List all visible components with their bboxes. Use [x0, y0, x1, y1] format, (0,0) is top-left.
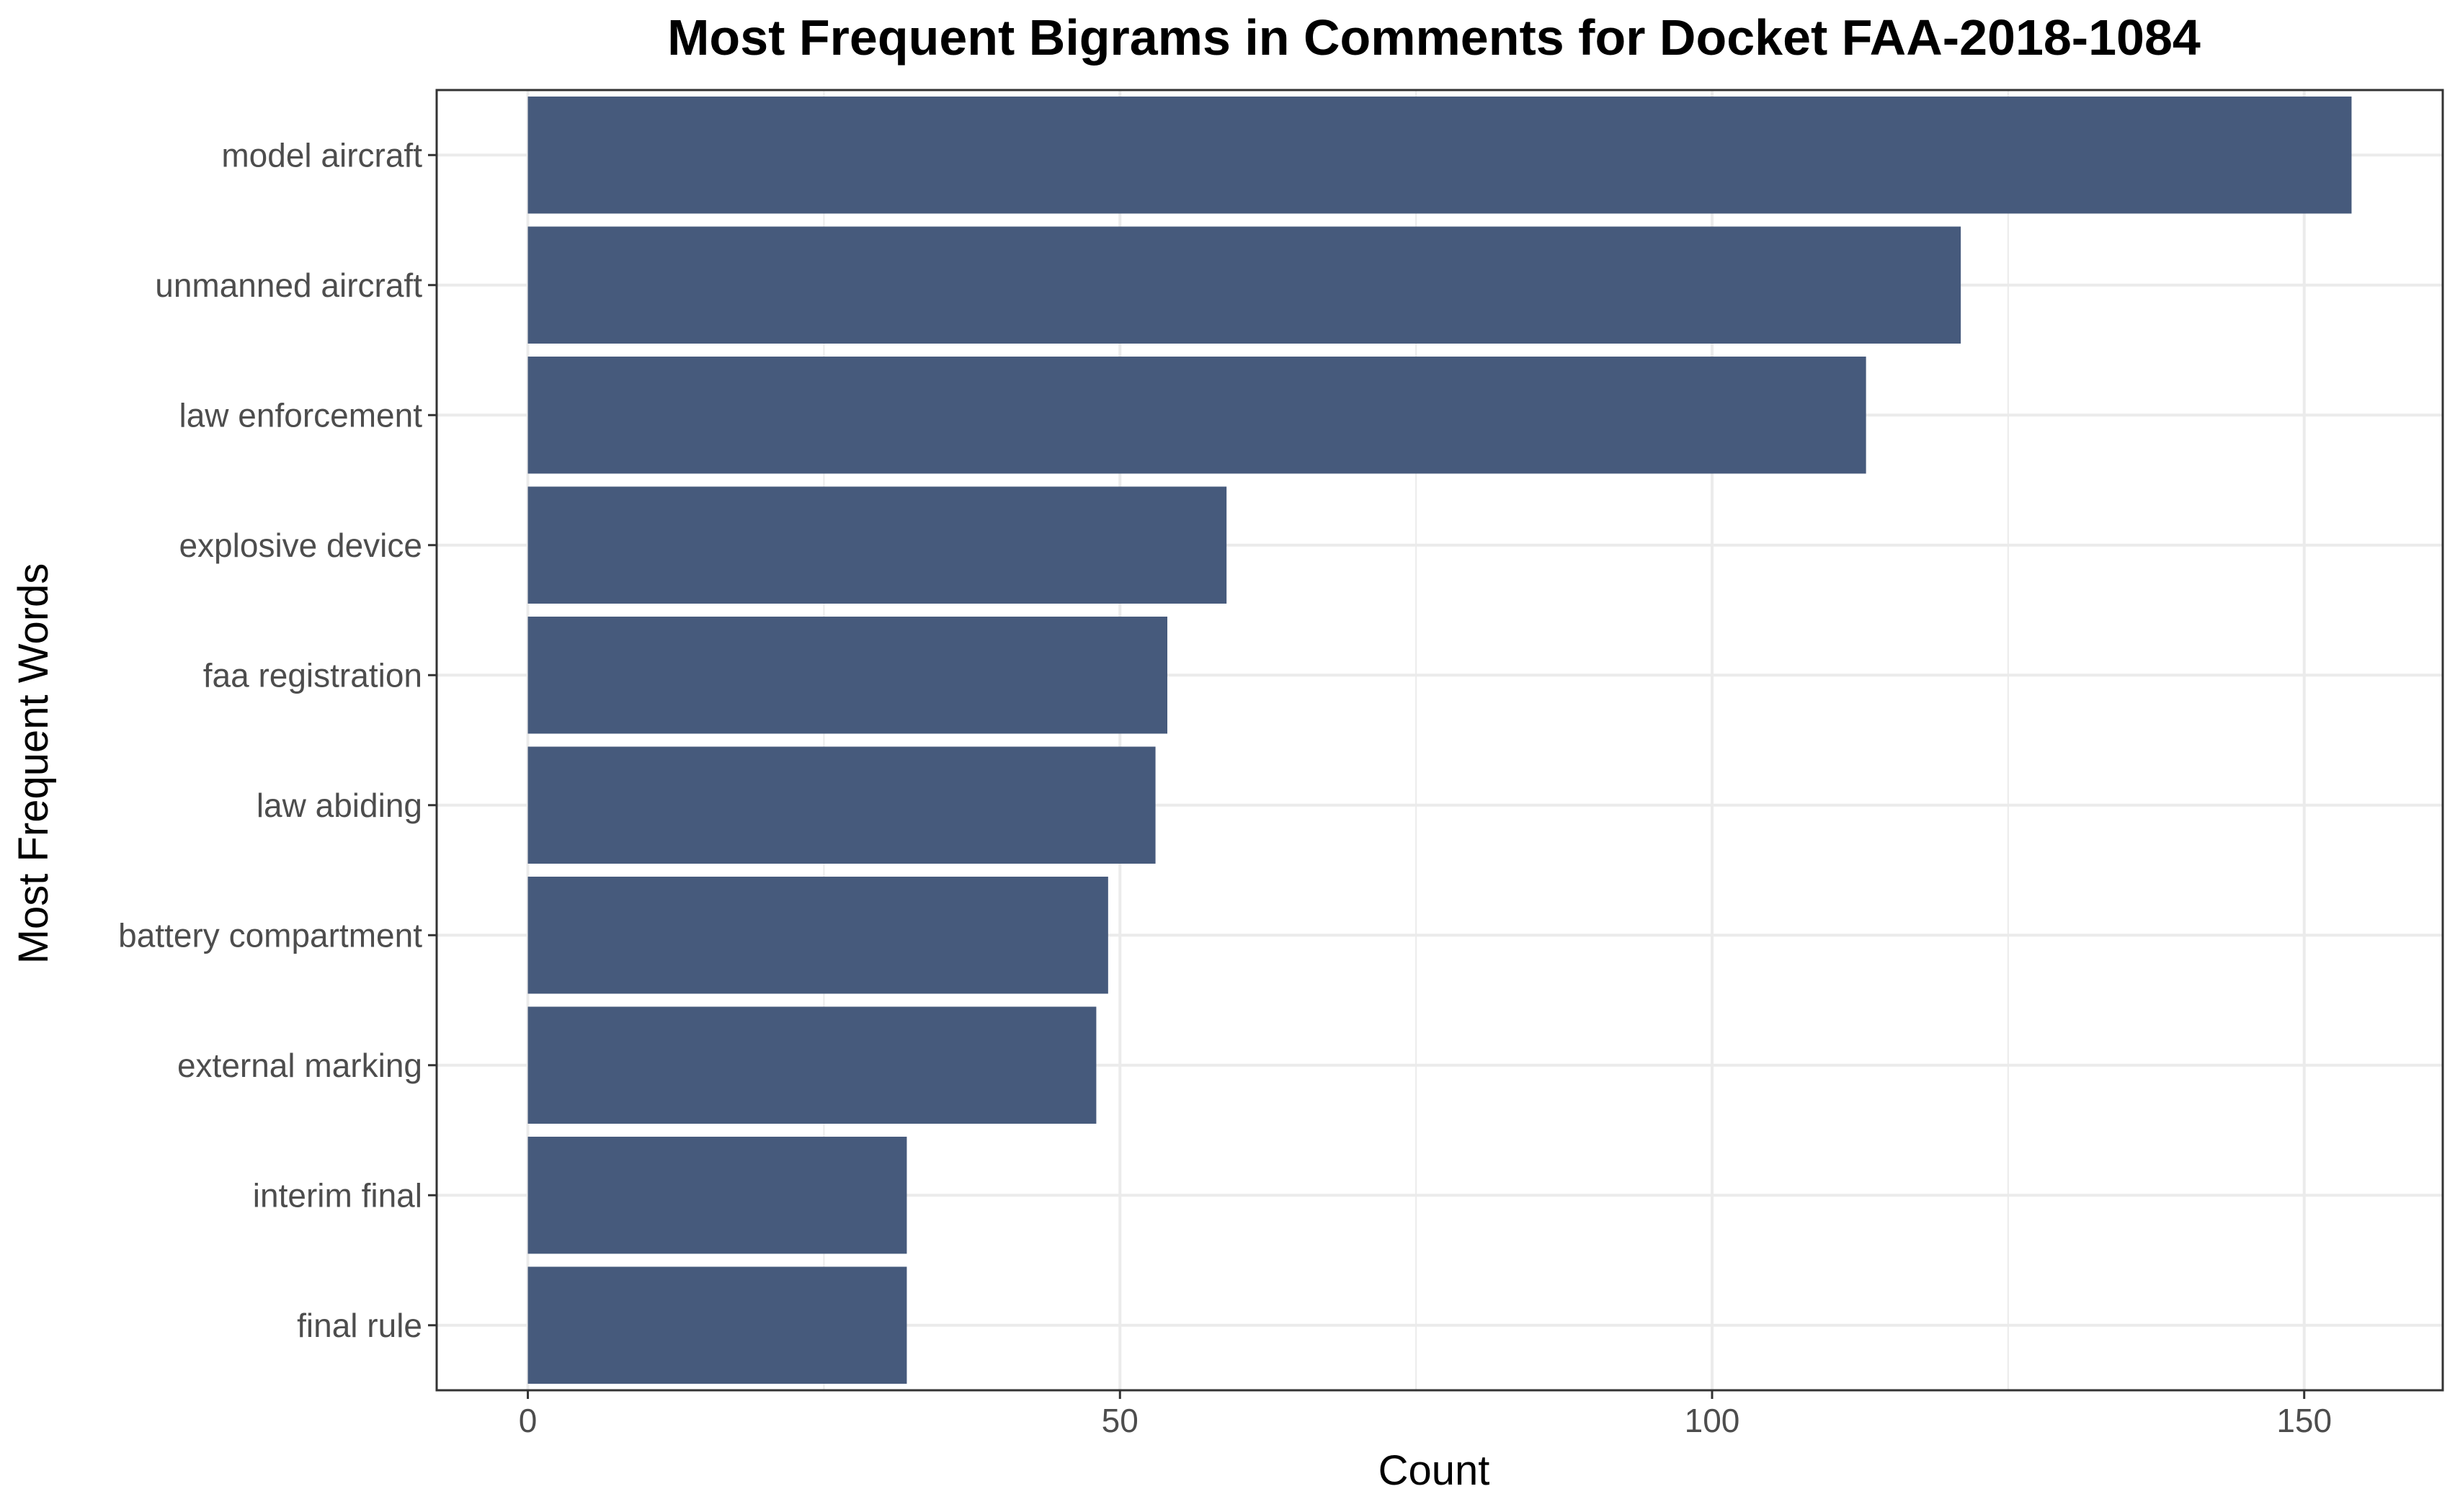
bar: [527, 617, 1168, 734]
y-tick-label: model aircraft: [221, 136, 422, 174]
x-axis-title: Count: [1378, 1447, 1490, 1494]
y-axis-ticks: model aircraft unmanned aircraft law enfor…: [118, 136, 437, 1344]
panel-border: [435, 89, 2444, 1392]
bar: [527, 97, 2352, 214]
y-tick-label: final rule: [297, 1307, 422, 1344]
y-tick-label: battery compartment: [118, 916, 422, 954]
bar: [527, 1137, 907, 1254]
bar: [527, 877, 1108, 994]
y-tick-label: interim final: [253, 1176, 422, 1214]
bar: [527, 486, 1227, 604]
chart-title: Most Frequent Bigrams in Comments for Do…: [667, 9, 2201, 66]
y-tick-label: unmanned aircraft: [155, 267, 422, 304]
bars: [527, 97, 2352, 1384]
bar: [527, 357, 1866, 474]
y-tick-label: faa registration: [203, 656, 422, 694]
y-tick-label: law abiding: [257, 787, 422, 824]
y-tick-label: law enforcement: [179, 396, 423, 434]
y-tick-label: explosive device: [179, 527, 422, 564]
bar: [527, 746, 1156, 864]
y-axis-title: Most Frequent Words: [10, 563, 57, 965]
bar: [527, 1266, 907, 1384]
y-tick-label: external marking: [177, 1047, 422, 1084]
bar: [527, 1006, 1097, 1124]
x-tick-label: 0: [519, 1402, 538, 1439]
x-tick-label: 50: [1102, 1402, 1139, 1439]
x-tick-label: 100: [1685, 1402, 1740, 1439]
bar: [527, 226, 1961, 344]
x-axis-ticks: 0 50 100 150: [519, 1390, 2332, 1439]
x-tick-label: 150: [2276, 1402, 2332, 1439]
